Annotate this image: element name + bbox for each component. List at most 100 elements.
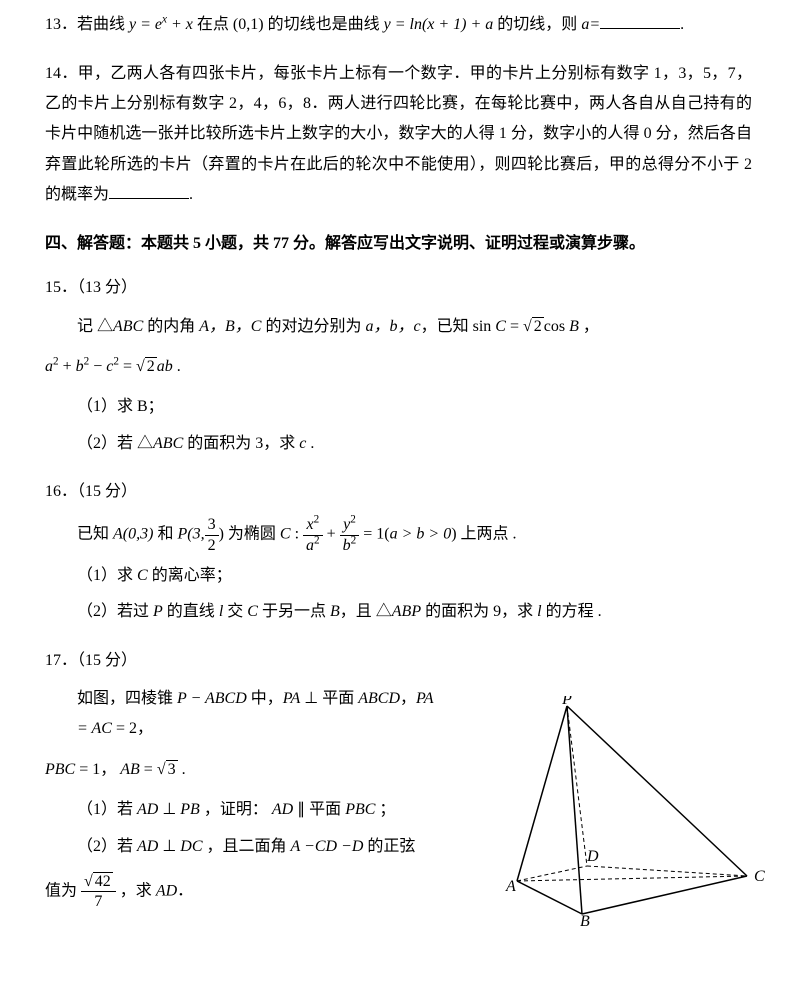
sup: 2 <box>314 514 320 526</box>
angles: A，B，C <box>199 318 261 335</box>
problem-14-text: 14．甲，乙两人各有四张卡片，每张卡片上标有一个数字．甲的卡片上分别标有数字 1… <box>45 59 752 211</box>
angle: A −CD −D <box>291 838 364 855</box>
text: 于另一点 <box>258 603 330 620</box>
close: ) 上两点 . <box>451 526 516 543</box>
text: 若曲线 <box>77 16 129 33</box>
cos: cos <box>544 318 569 335</box>
period: . <box>178 761 186 778</box>
perp: ⊥ 平面 <box>300 690 358 707</box>
problem-14: 14．甲，乙两人各有四张卡片，每张卡片上标有一个数字．甲的卡片上分别标有数字 1… <box>45 59 752 211</box>
text: 记 △ <box>77 318 113 335</box>
ab: AB <box>120 761 140 778</box>
text: ，证明： <box>200 801 272 818</box>
text: 值为 <box>45 882 81 899</box>
text: ，且 △ <box>340 603 392 620</box>
text: 的方程 . <box>542 603 602 620</box>
problem-16-points: （15 分） <box>77 483 137 500</box>
and: 和 <box>153 526 177 543</box>
p: P(3, <box>177 526 204 543</box>
perp: ⊥ <box>158 801 180 818</box>
problem-15-sub2: （2）若 △ABC 的面积为 3，求 c . <box>77 429 752 459</box>
problem-16-intro: 已知 A(0,3) 和 P(3,32) 为椭圆 C : x2a2 + y2b2 … <box>77 515 752 554</box>
b: b <box>76 358 84 375</box>
pyramid-diagram: P A B C D <box>492 696 772 926</box>
answer-blank <box>109 180 189 199</box>
eq: = <box>506 318 523 335</box>
eq: = 1， <box>75 761 120 778</box>
text: 在点 <box>193 16 233 33</box>
text: 如图，四棱锥 <box>77 690 177 707</box>
problem-17-line2: PBC = 1， AB = 3 . <box>45 755 445 785</box>
abcd: ABCD <box>358 690 400 707</box>
ad: AD <box>137 801 158 818</box>
c: C <box>137 567 148 584</box>
problem-17-header: 17．（15 分） <box>45 646 752 676</box>
ad: AD <box>272 801 293 818</box>
text: （1）若 <box>77 801 137 818</box>
text: 的面积为 3，求 <box>183 435 299 452</box>
ab: ab <box>157 358 173 375</box>
period: . <box>680 16 684 33</box>
colon: : <box>291 526 303 543</box>
label-b: B <box>580 913 590 926</box>
problem-17-points: （15 分） <box>77 652 137 669</box>
label-d: D <box>586 848 599 865</box>
eq: y = ln(x + 1) + a <box>384 16 494 33</box>
den: a2 <box>303 536 323 555</box>
comma: ， <box>579 318 599 335</box>
minus: − <box>89 358 106 375</box>
perp: ⊥ <box>158 838 180 855</box>
abc: ABC <box>113 318 143 335</box>
pabcd: P − ABCD <box>177 690 247 707</box>
text: ，已知 sin <box>421 318 496 335</box>
text: 中， <box>247 690 283 707</box>
eq: + x <box>167 16 193 33</box>
problem-14-num: 14． <box>45 65 78 82</box>
problem-16: 16．（15 分） 已知 A(0,3) 和 P(3,32) 为椭圆 C : x2… <box>45 477 752 628</box>
num: y2 <box>340 515 360 535</box>
problem-17-sub1: （1）若 AD ⊥ PB ，证明： AD ∥ 平面 PBC ； <box>77 795 445 825</box>
text: 的面积为 9，求 <box>421 603 537 620</box>
answer-blank <box>600 10 680 29</box>
c: C <box>495 318 506 335</box>
problem-16-header: 16．（15 分） <box>45 477 752 507</box>
label-c: C <box>754 868 765 885</box>
sqrt: 3 <box>166 760 178 778</box>
text: 的正弦 <box>363 838 415 855</box>
problem-17-line3: 值为 427 ，求 AD． <box>45 872 445 911</box>
sup: 2 <box>351 534 357 546</box>
problem-15-intro: 记 △ABC 的内角 A，B，C 的对边分别为 a，b，c，已知 sin C =… <box>77 312 752 342</box>
text: 的内角 <box>143 318 199 335</box>
den: 7 <box>81 892 116 911</box>
problem-16-sub1: （1）求 C 的离心率； <box>77 561 752 591</box>
avar: a= <box>581 16 600 33</box>
plus: + <box>59 358 76 375</box>
ad: AD <box>137 838 158 855</box>
den: b2 <box>340 536 360 555</box>
problem-16-num: 16． <box>45 483 77 500</box>
b: b <box>343 537 351 554</box>
text: 的切线也是曲线 <box>264 16 384 33</box>
plus: + <box>323 526 340 543</box>
text: 已知 <box>77 526 113 543</box>
section-4-header: 四、解答题：本题共 5 小题，共 77 分。解答应写出文字说明、证明过程或演算步… <box>45 229 752 259</box>
pb: PB <box>180 801 200 818</box>
text: 的对边分别为 <box>261 318 365 335</box>
period: . <box>306 435 314 452</box>
ad: AD <box>156 882 177 899</box>
label-a: A <box>505 878 516 895</box>
cond: a > b > 0 <box>390 526 452 543</box>
problem-15-num: 15． <box>45 279 77 296</box>
problem-15-points: （13 分） <box>77 279 137 296</box>
pbc: PBC <box>345 801 375 818</box>
c: C <box>247 603 258 620</box>
sqrt: 42 <box>93 872 113 890</box>
problem-15-formula: a2 + b2 − c2 = 2ab . <box>45 352 752 382</box>
problem-13: 13．若曲线 y = ex + x 在点 (0,1) 的切线也是曲线 y = l… <box>45 10 752 41</box>
b: B <box>569 318 579 335</box>
problem-15-sub1: （1）求 B； <box>77 392 752 422</box>
pa: PA <box>283 690 300 707</box>
text: 的切线，则 <box>493 16 581 33</box>
text: （1）求 <box>77 567 137 584</box>
a: a <box>45 358 53 375</box>
